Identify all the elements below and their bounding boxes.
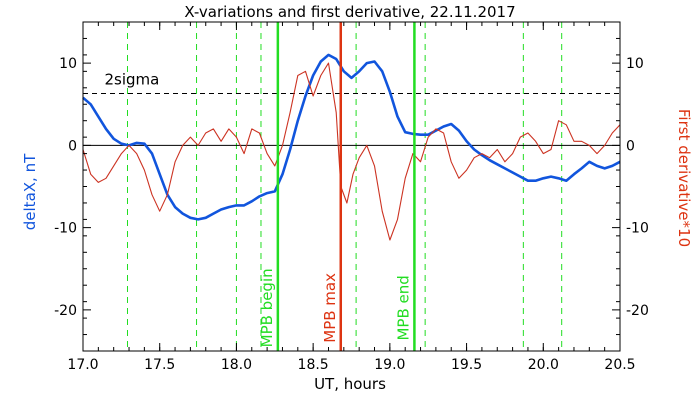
y-tick-label-left: -10 bbox=[54, 221, 77, 237]
x-tick-label: 20.0 bbox=[528, 357, 559, 373]
y-tick-label-right: 0 bbox=[626, 138, 635, 154]
series-deltax-line bbox=[82, 53, 621, 221]
marker-mpb-begin-label: MPB begin bbox=[258, 268, 276, 347]
x-tick-label: 18.5 bbox=[298, 357, 329, 373]
y-tick-label-left: 10 bbox=[59, 56, 77, 72]
y-tick-label-right: -20 bbox=[626, 303, 649, 319]
y-tick-label-right: 10 bbox=[626, 56, 644, 72]
x-tick-label: 17.0 bbox=[67, 357, 98, 373]
y-tick-label-right: -10 bbox=[626, 221, 649, 237]
y-tick-label-left: 0 bbox=[68, 138, 77, 154]
marker-mpb-max-label: MPB max bbox=[321, 273, 339, 343]
series-derivative-line bbox=[82, 62, 621, 241]
plot-area: 2sigma MPB begin MPB max MPB end 17.0 17.5 18.… bbox=[54, 21, 649, 373]
y-axis-label-right: First derivative*10 bbox=[675, 109, 693, 247]
x-axis-label: UT, hours bbox=[314, 375, 386, 393]
y-tick-label-left: -20 bbox=[54, 303, 77, 319]
x-tick-label: 18.0 bbox=[221, 357, 252, 373]
y-axis-label-left: deltaX, nT bbox=[21, 153, 39, 230]
x-tick-label: 19.0 bbox=[374, 357, 405, 373]
x-tick-label: 17.5 bbox=[144, 357, 175, 373]
chart-title: X-variations and first derivative, 22.11… bbox=[184, 3, 515, 21]
x-tick-label: 19.5 bbox=[451, 357, 482, 373]
marker-mpb-end-label: MPB end bbox=[394, 275, 412, 340]
two-sigma-label: 2sigma bbox=[104, 71, 159, 89]
x-tick-label: 20.5 bbox=[604, 357, 635, 373]
